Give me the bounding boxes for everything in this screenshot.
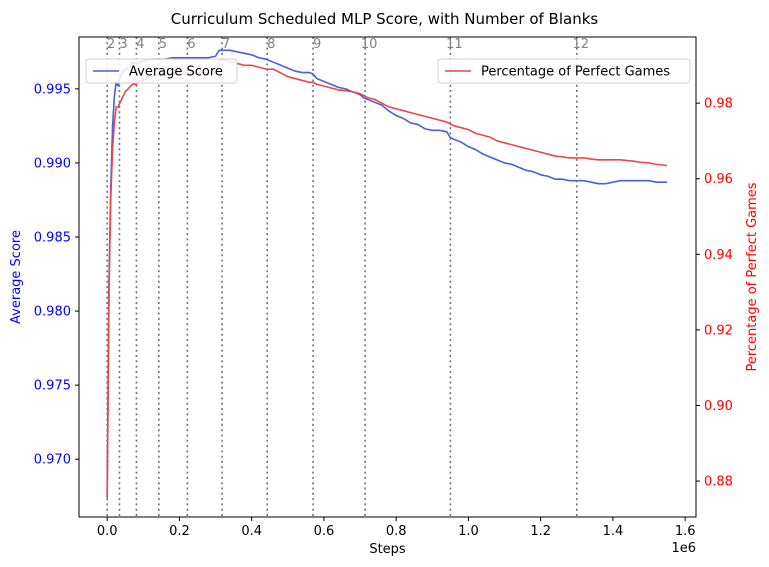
average-score-line [106, 49, 668, 498]
legend-perfect-games-box [437, 58, 691, 84]
legend-average-score: Average Score [85, 58, 238, 84]
curriculum-label-6: 6 [187, 37, 195, 52]
curriculum-label-3: 3 [119, 37, 127, 52]
curriculum-label-10: 10 [361, 37, 378, 52]
plot-frame [78, 36, 697, 518]
y-right-tick-label-3: 0.94 [704, 248, 733, 263]
y-left-tick-label-4: 0.990 [34, 156, 71, 171]
y-left-tick-label-2: 0.980 [34, 305, 71, 320]
legend-layer: Average Score Percentage of Perfect Games [85, 58, 691, 84]
y-left-tick-label-5: 0.995 [34, 82, 71, 97]
curriculum-label-5: 5 [159, 37, 167, 52]
x-tick-label-2: 0.4 [241, 524, 262, 539]
y-right-tick-label-2: 0.92 [704, 323, 733, 338]
x-tick-label-1: 0.2 [169, 524, 190, 539]
y-left-tick-label-0: 0.970 [34, 453, 71, 468]
curriculum-label-7: 7 [222, 37, 230, 52]
chart-title: Curriculum Scheduled MLP Score, with Num… [171, 10, 599, 28]
x-tick-label-0: 0.0 [97, 524, 118, 539]
axes-layer: 0.0 0.2 0.4 0.6 0.8 1.0 1.2 1.4 1.6 1e6 Steps 0.970… [9, 36, 760, 557]
curriculum-lines: 2 3 4 5 6 7 8 9 10 11 12 [106, 37, 590, 517]
legend-perfect-games-label: Percentage of Perfect Games [481, 65, 670, 80]
curriculum-label-9: 9 [313, 37, 321, 52]
x-tick-label-6: 1.2 [530, 524, 551, 539]
y-right-tick-label-4: 0.96 [704, 172, 733, 187]
y-right-tick-label-5: 0.98 [704, 97, 733, 112]
x-axis-label: Steps [369, 542, 406, 557]
y-left-axis-label: Average Score [9, 230, 24, 324]
curriculum-label-11: 11 [446, 37, 463, 52]
perfect-games-line [106, 58, 668, 497]
curriculum-label-8: 8 [267, 37, 275, 52]
curriculum-label-12: 12 [573, 37, 590, 52]
x-tick-label-8: 1.6 [675, 524, 696, 539]
x-offset-label: 1e6 [671, 541, 696, 556]
curriculum-label-2: 2 [107, 37, 115, 52]
y-right-axis-label: Percentage of Perfect Games [745, 182, 760, 371]
legend-perfect-games: Percentage of Perfect Games [437, 58, 691, 84]
legend-average-score-label: Average Score [129, 65, 223, 80]
y-right-tick-label-0: 0.88 [704, 475, 733, 490]
x-tick-label-4: 0.8 [386, 524, 407, 539]
y-left-tick-label-1: 0.975 [34, 379, 71, 394]
y-left-tick-label-3: 0.985 [34, 231, 71, 246]
x-tick-label-7: 1.4 [603, 524, 624, 539]
curriculum-label-4: 4 [136, 37, 144, 52]
y-right-tick-label-1: 0.90 [704, 399, 733, 414]
series-layer [106, 49, 668, 498]
x-tick-label-3: 0.6 [314, 524, 335, 539]
x-tick-label-5: 1.0 [458, 524, 479, 539]
legend-average-score-box [85, 58, 238, 84]
